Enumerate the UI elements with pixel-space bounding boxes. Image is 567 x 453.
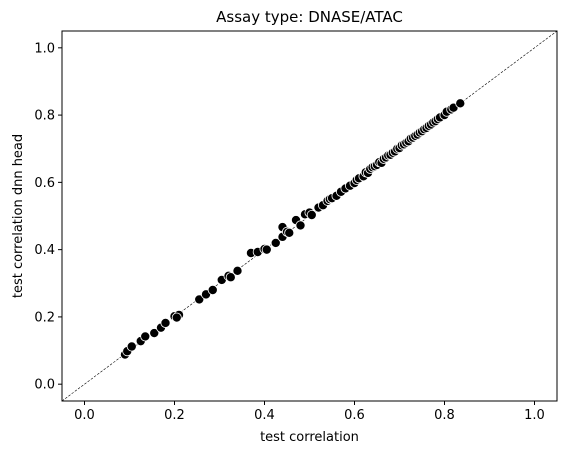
data-point <box>225 272 236 283</box>
data-point <box>295 220 306 231</box>
y-tick-label: 0.2 <box>34 310 55 325</box>
data-point <box>306 209 317 220</box>
data-point <box>207 284 218 295</box>
y-tick-label: 0.4 <box>34 243 55 258</box>
y-tick-label: 1.0 <box>34 41 55 56</box>
data-point <box>171 312 182 323</box>
data-point <box>232 265 243 276</box>
data-point <box>261 244 272 255</box>
y-tick-label: 0.6 <box>34 176 55 191</box>
data-point <box>160 317 171 328</box>
data-point <box>149 328 160 339</box>
x-tick-label: 0.8 <box>434 408 455 423</box>
y-tick-label: 0.0 <box>34 378 55 393</box>
plot-frame <box>61 30 558 402</box>
data-point <box>126 341 137 352</box>
data-point <box>140 331 151 342</box>
y-axis-label: test correlation dnn head <box>11 134 26 298</box>
data-point <box>270 237 281 248</box>
x-tick-label: 0.6 <box>344 408 365 423</box>
y-tick-label: 0.8 <box>34 109 55 124</box>
x-tick-label: 0.0 <box>74 408 95 423</box>
x-tick-label: 0.2 <box>164 408 185 423</box>
data-point <box>455 98 466 109</box>
x-tick-label: 1.0 <box>524 408 545 423</box>
data-point <box>284 227 295 238</box>
x-tick-label: 0.4 <box>254 408 275 423</box>
x-axis-label: test correlation <box>260 430 359 445</box>
data-point <box>194 294 205 305</box>
chart-title: Assay type: DNASE/ATAC <box>216 8 403 26</box>
